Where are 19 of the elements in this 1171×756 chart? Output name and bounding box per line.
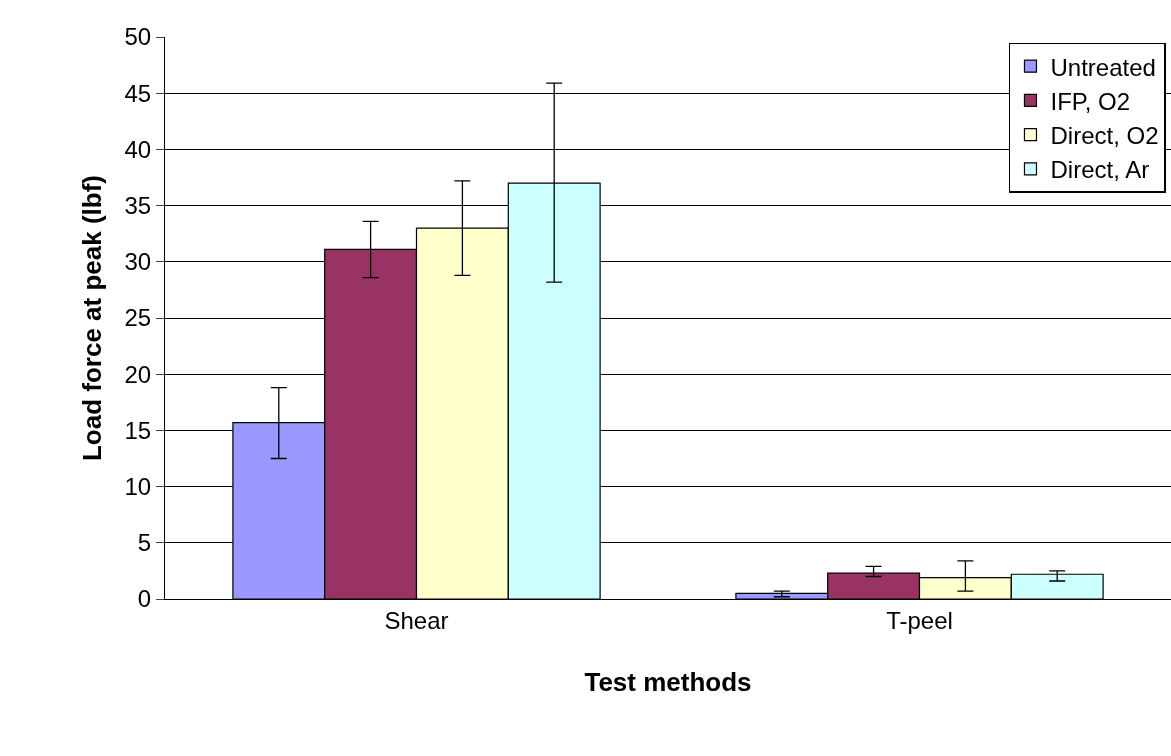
y-axis-title: Load force at peak (lbf) [76,174,107,462]
y-tick-label: 20 [124,360,152,388]
y-tick-label: 40 [124,135,152,163]
y-tick-label: 0 [137,585,152,613]
legend-label: Untreated [1050,53,1156,81]
x-tick-label: T-peel [886,606,953,634]
y-tick-label: 10 [124,473,152,500]
x-axis-title: Test methods [584,667,752,698]
x-tick-label: Shear [384,606,449,634]
legend-label: Direct, Ar [1050,156,1150,184]
y-tick-label: 30 [124,248,152,276]
y-tick-label: 5 [137,529,152,557]
y-tick-label: 50 [124,23,152,51]
y-tick-label: 45 [124,79,152,107]
legend-label: IFP, O2 [1050,87,1131,115]
y-tick-label: 25 [124,304,152,332]
y-tick-label: 15 [124,416,152,444]
legend-label: Direct, O2 [1050,121,1159,149]
y-tick-label: 35 [124,192,152,219]
